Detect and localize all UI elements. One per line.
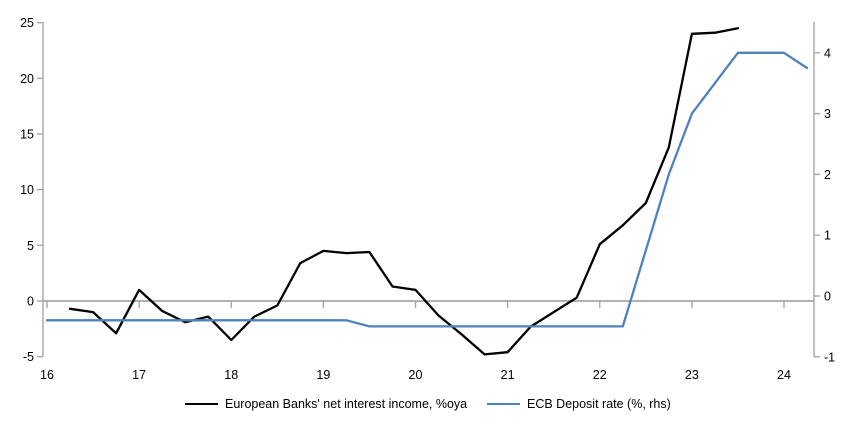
x-axis-tick-label: 21 xyxy=(501,368,515,382)
right-axis-tick-label: 4 xyxy=(824,46,831,60)
x-axis-tick-label: 24 xyxy=(777,368,791,382)
series-line-ecb-deposit-rate xyxy=(45,51,809,328)
x-axis-tick-label: 19 xyxy=(316,368,330,382)
legend-item-nii: European Banks' net interest income, %oy… xyxy=(185,396,467,412)
left-axis-tick-label: -5 xyxy=(23,350,34,364)
left-axis-tick-label: 10 xyxy=(20,183,34,197)
x-axis-tick-label: 20 xyxy=(409,368,423,382)
ecb-line-swatch-icon xyxy=(487,403,520,405)
left-axis-tick-label: 15 xyxy=(20,128,34,142)
x-axis-tick-label: 23 xyxy=(685,368,699,382)
right-axis-tick-label: 2 xyxy=(824,168,831,182)
legend-label-nii: European Banks' net interest income, %oy… xyxy=(225,397,468,411)
x-axis-tick-label: 17 xyxy=(132,368,146,382)
nii-line-swatch-icon xyxy=(185,403,218,405)
legend-label-ecb: ECB Deposit rate (%, rhs) xyxy=(527,397,671,411)
left-axis-tick-label: 5 xyxy=(27,239,34,253)
x-axis-tick-label: 22 xyxy=(593,368,607,382)
right-axis-tick-label: -1 xyxy=(824,350,835,364)
right-axis-tick-label: 3 xyxy=(824,107,831,121)
x-axis-tick-label: 16 xyxy=(40,368,54,382)
x-axis-tick-label: 18 xyxy=(224,368,238,382)
right-axis-tick-label: 0 xyxy=(824,290,831,304)
left-axis-tick-label: 25 xyxy=(20,16,34,30)
series-line-european-banks-nii xyxy=(68,27,740,356)
legend-item-ecb: ECB Deposit rate (%, rhs) xyxy=(487,396,671,412)
left-axis-tick-label: 20 xyxy=(20,72,34,86)
left-axis-tick-label: 0 xyxy=(27,295,34,309)
right-axis-tick-label: 1 xyxy=(824,229,831,243)
